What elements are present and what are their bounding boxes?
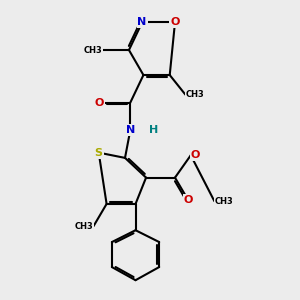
Text: N: N [126,125,135,135]
Text: O: O [184,195,193,205]
Text: CH3: CH3 [214,197,233,206]
Text: O: O [94,98,104,108]
Text: CH3: CH3 [185,90,204,99]
Text: N: N [137,17,147,27]
Text: O: O [191,150,200,160]
Text: H: H [149,125,158,135]
Text: O: O [170,17,180,27]
Text: S: S [95,148,103,158]
Text: CH3: CH3 [84,46,103,55]
Text: CH3: CH3 [75,222,93,231]
